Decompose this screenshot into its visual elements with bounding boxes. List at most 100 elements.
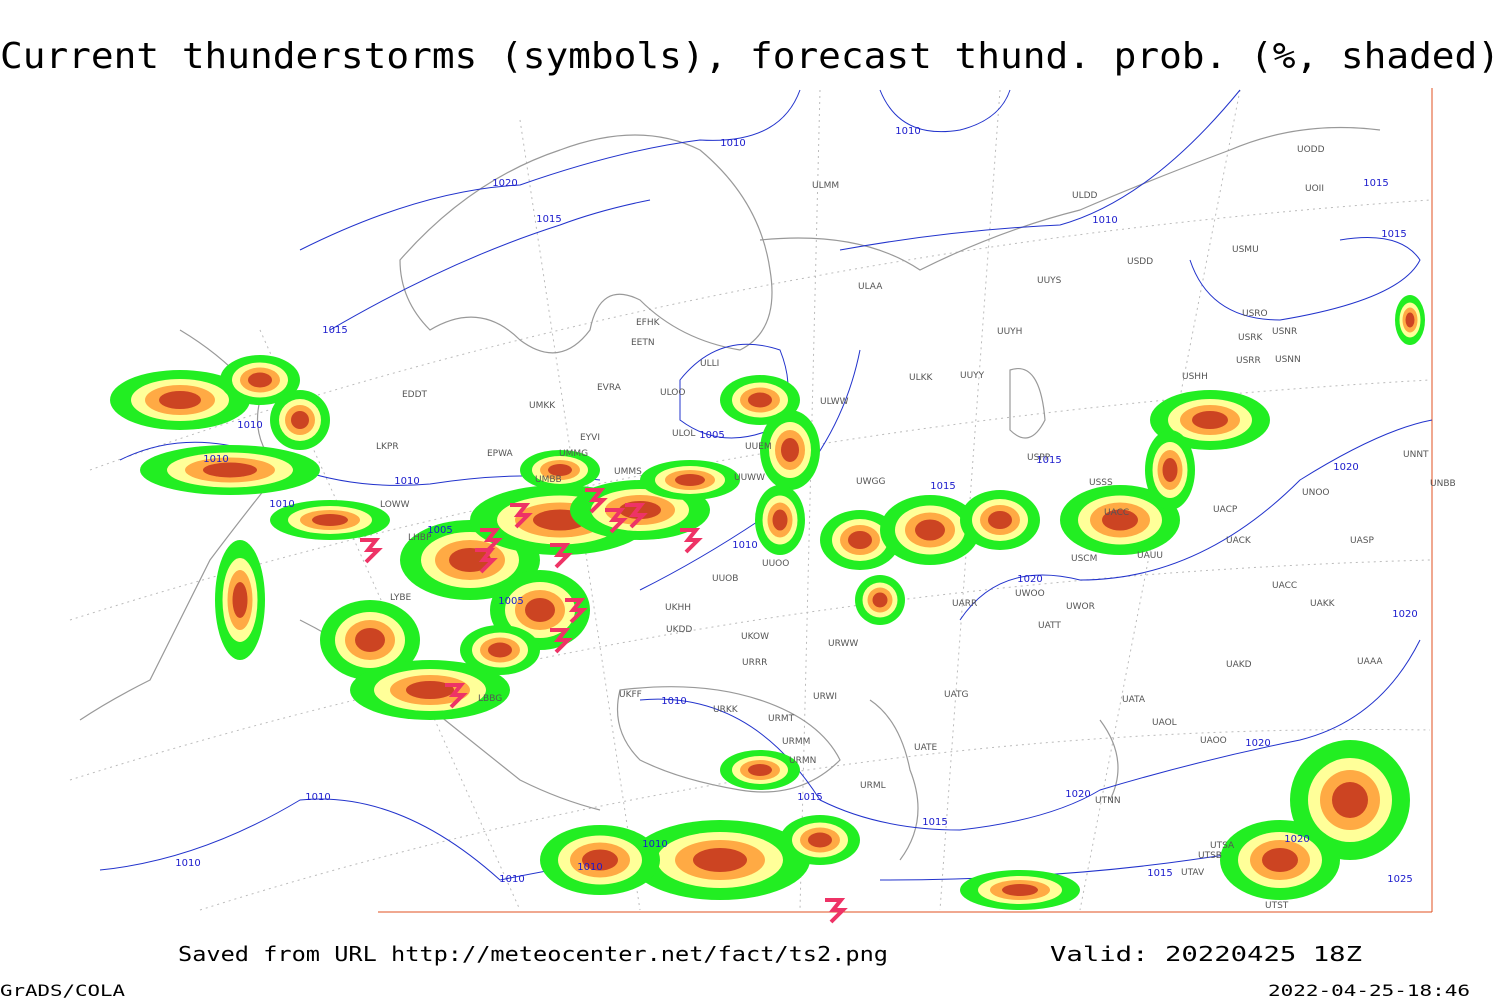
thunderstorm-symbols bbox=[360, 488, 848, 924]
storm-symbol bbox=[445, 683, 468, 709]
station-label: UTNN bbox=[1095, 796, 1121, 806]
station-label: UUWW bbox=[734, 473, 765, 483]
shade-blob bbox=[748, 764, 772, 776]
shade-blob bbox=[872, 592, 888, 608]
storm-symbol bbox=[565, 598, 588, 624]
station-label: UAKD bbox=[1226, 660, 1252, 670]
station-label: LKPR bbox=[376, 442, 399, 452]
shade-blob bbox=[203, 462, 257, 478]
station-label: EYVI bbox=[580, 433, 600, 443]
isobar-label: 1010 bbox=[203, 454, 228, 465]
station-label: USCM bbox=[1071, 554, 1097, 564]
station-label: UTST bbox=[1265, 901, 1289, 911]
isobar-label: 1015 bbox=[922, 817, 947, 828]
isobar-label: 1005 bbox=[427, 525, 452, 536]
probability-shading bbox=[110, 295, 1425, 910]
station-label: EFHK bbox=[636, 318, 661, 328]
station-label: UUEM bbox=[745, 442, 772, 452]
station-label: EDDT bbox=[402, 390, 428, 400]
station-label: UATE bbox=[914, 743, 938, 753]
isobar-line bbox=[959, 419, 1433, 621]
station-label: USSS bbox=[1089, 478, 1113, 488]
station-label: UATA bbox=[1122, 695, 1146, 705]
storm-symbol bbox=[510, 503, 533, 529]
station-label: UKDD bbox=[666, 625, 692, 635]
isobar-label: 1015 bbox=[536, 214, 561, 225]
station-label: UTSA bbox=[1210, 841, 1235, 851]
isobar-label: 1015 bbox=[322, 325, 347, 336]
station-label: USNR bbox=[1272, 327, 1297, 337]
storm-symbol bbox=[625, 503, 648, 529]
isobar-label: 1010 bbox=[577, 862, 602, 873]
station-label: ULWW bbox=[820, 397, 849, 407]
isobar-label: 1010 bbox=[661, 696, 686, 707]
station-label: UKHH bbox=[665, 603, 691, 613]
isobar-label: 1010 bbox=[175, 858, 200, 869]
shade-blob bbox=[1162, 458, 1178, 482]
shade-blob bbox=[1405, 312, 1415, 328]
station-label: UMBB bbox=[535, 475, 562, 485]
isobar-label: 1010 bbox=[732, 540, 757, 551]
isobar-line bbox=[879, 89, 1011, 133]
station-label: URMT bbox=[768, 714, 795, 724]
coastlines bbox=[79, 126, 1381, 861]
station-label: UKFF bbox=[619, 690, 642, 700]
isobar-label: 1020 bbox=[1392, 609, 1417, 620]
isobar-line bbox=[1189, 237, 1421, 321]
shade-blob bbox=[675, 474, 705, 486]
station-label: UTAV bbox=[1181, 868, 1205, 878]
shade-blob bbox=[312, 514, 348, 526]
storm-symbol bbox=[585, 488, 608, 514]
station-label: EETN bbox=[631, 338, 655, 348]
station-label: USMU bbox=[1232, 245, 1259, 255]
shade-blob bbox=[248, 372, 272, 388]
storm-symbol bbox=[550, 628, 573, 654]
station-label: EVRA bbox=[597, 383, 622, 393]
station-label: UARR bbox=[952, 599, 977, 609]
isobar-label: 1010 bbox=[895, 126, 920, 137]
station-label: URKK bbox=[713, 705, 739, 715]
station-label: USRR bbox=[1236, 356, 1261, 366]
station-label: UACK bbox=[1226, 536, 1252, 546]
storm-symbol bbox=[680, 528, 703, 554]
station-label: UAAA bbox=[1357, 657, 1383, 667]
station-label: LOWW bbox=[380, 500, 410, 510]
isobar-label: 1005 bbox=[498, 596, 523, 607]
isobar-label: 1015 bbox=[1363, 178, 1388, 189]
isobar-label: 1015 bbox=[930, 481, 955, 492]
station-label: UATT bbox=[1038, 621, 1061, 631]
station-label: USPP bbox=[1027, 453, 1051, 463]
station-label: URWI bbox=[813, 692, 837, 702]
station-label: URML bbox=[860, 781, 886, 791]
station-label: ULMM bbox=[812, 181, 839, 191]
isobar-label: 1010 bbox=[237, 420, 262, 431]
shade-blob bbox=[232, 582, 248, 618]
shade-blob bbox=[915, 519, 945, 541]
shade-blob bbox=[449, 548, 491, 572]
source-url: Saved from URL http://meteocenter.net/fa… bbox=[178, 942, 888, 966]
storm-symbol bbox=[480, 528, 503, 554]
storm-symbol bbox=[360, 538, 383, 564]
isobar-label: 1010 bbox=[305, 792, 330, 803]
station-label: USDD bbox=[1127, 257, 1153, 267]
shade-blob bbox=[159, 391, 201, 409]
station-label: UAOL bbox=[1152, 718, 1177, 728]
station-label: UASP bbox=[1350, 536, 1374, 546]
graticule-line bbox=[1079, 89, 1241, 911]
shade-blob bbox=[808, 832, 832, 848]
shade-blob bbox=[748, 392, 772, 408]
shade-blob bbox=[291, 411, 309, 429]
isobar-line bbox=[299, 89, 801, 251]
station-label: UACC bbox=[1104, 508, 1129, 518]
shade-blob bbox=[772, 509, 788, 531]
station-label: UAUU bbox=[1137, 551, 1163, 561]
valid-time: Valid: 20220425 18Z bbox=[1050, 942, 1362, 966]
graticule-line bbox=[199, 729, 1431, 911]
station-label: LYBE bbox=[390, 593, 411, 603]
storm-symbol bbox=[825, 898, 848, 924]
graticule-line bbox=[69, 379, 1431, 621]
isobar-label: 1015 bbox=[797, 792, 822, 803]
isobar-label: 1020 bbox=[1065, 789, 1090, 800]
shade-blob bbox=[406, 681, 454, 699]
